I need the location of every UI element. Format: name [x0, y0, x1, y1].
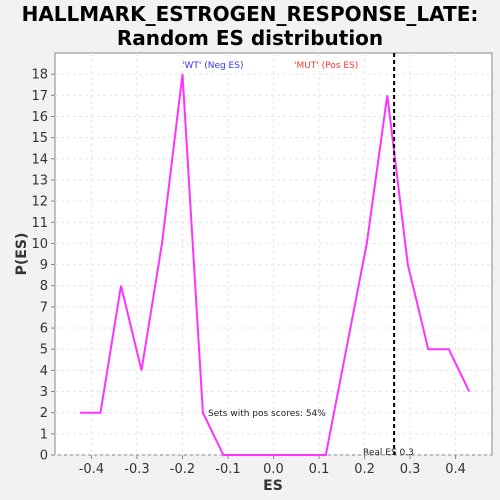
y-tick-label: 16	[31, 110, 48, 125]
x-tick-label: 0.3	[400, 462, 421, 477]
y-tick-label: 12	[31, 195, 48, 210]
x-tick-label: -0.1	[215, 462, 240, 477]
y-tick-label: 14	[31, 152, 48, 167]
y-tick-label: 4	[40, 364, 48, 379]
y-tick-label: 7	[40, 300, 48, 315]
y-tick-label: 1	[40, 427, 48, 442]
y-tick-label: 15	[31, 131, 48, 146]
y-axis-label: P(ES)	[14, 233, 30, 276]
y-tick-label: 6	[40, 322, 48, 337]
x-tick-label: -0.2	[170, 462, 195, 477]
y-tick-label: 10	[31, 237, 48, 252]
real-es-label: Real ES 0.3	[363, 448, 414, 458]
grid	[55, 53, 492, 456]
x-tick-label: -0.4	[79, 462, 104, 477]
y-tick-label: 0	[40, 449, 48, 464]
chart-title-line-1: HALLMARK_ESTROGEN_RESPONSE_LATE:	[21, 2, 479, 26]
x-tick-label: 0.0	[263, 462, 284, 477]
y-tick-label: 13	[31, 173, 48, 188]
y-tick-label: 11	[31, 216, 48, 231]
x-axis-label: ES	[263, 478, 283, 494]
y-tick-label: 17	[31, 89, 48, 104]
legend-pos: 'MUT' (Pos ES)	[294, 61, 358, 71]
y-tick-label: 2	[40, 406, 48, 421]
x-tick-label: 0.2	[354, 462, 375, 477]
y-tick-label: 5	[40, 343, 48, 358]
x-tick-label: 0.1	[309, 462, 330, 477]
pos-scores-note: Sets with pos scores: 54%	[208, 409, 326, 419]
y-tick-label: 9	[40, 258, 48, 273]
chart-title: HALLMARK_ESTROGEN_RESPONSE_LATE: Random …	[0, 2, 500, 50]
x-axis-ticks: -0.4 -0.3 -0.2 -0.1 0.0 0.1 0.2 0.3 0.4	[79, 455, 466, 477]
series-line	[80, 74, 471, 456]
x-tick-label: -0.3	[124, 462, 149, 477]
y-tick-label: 8	[40, 279, 48, 294]
y-tick-label: 3	[40, 385, 48, 400]
legend-neg: 'WT' (Neg ES)	[182, 61, 243, 71]
y-tick-label: 18	[31, 68, 48, 83]
x-tick-label: 0.4	[445, 462, 466, 477]
chart-title-line-2: Random ES distribution	[116, 26, 384, 50]
